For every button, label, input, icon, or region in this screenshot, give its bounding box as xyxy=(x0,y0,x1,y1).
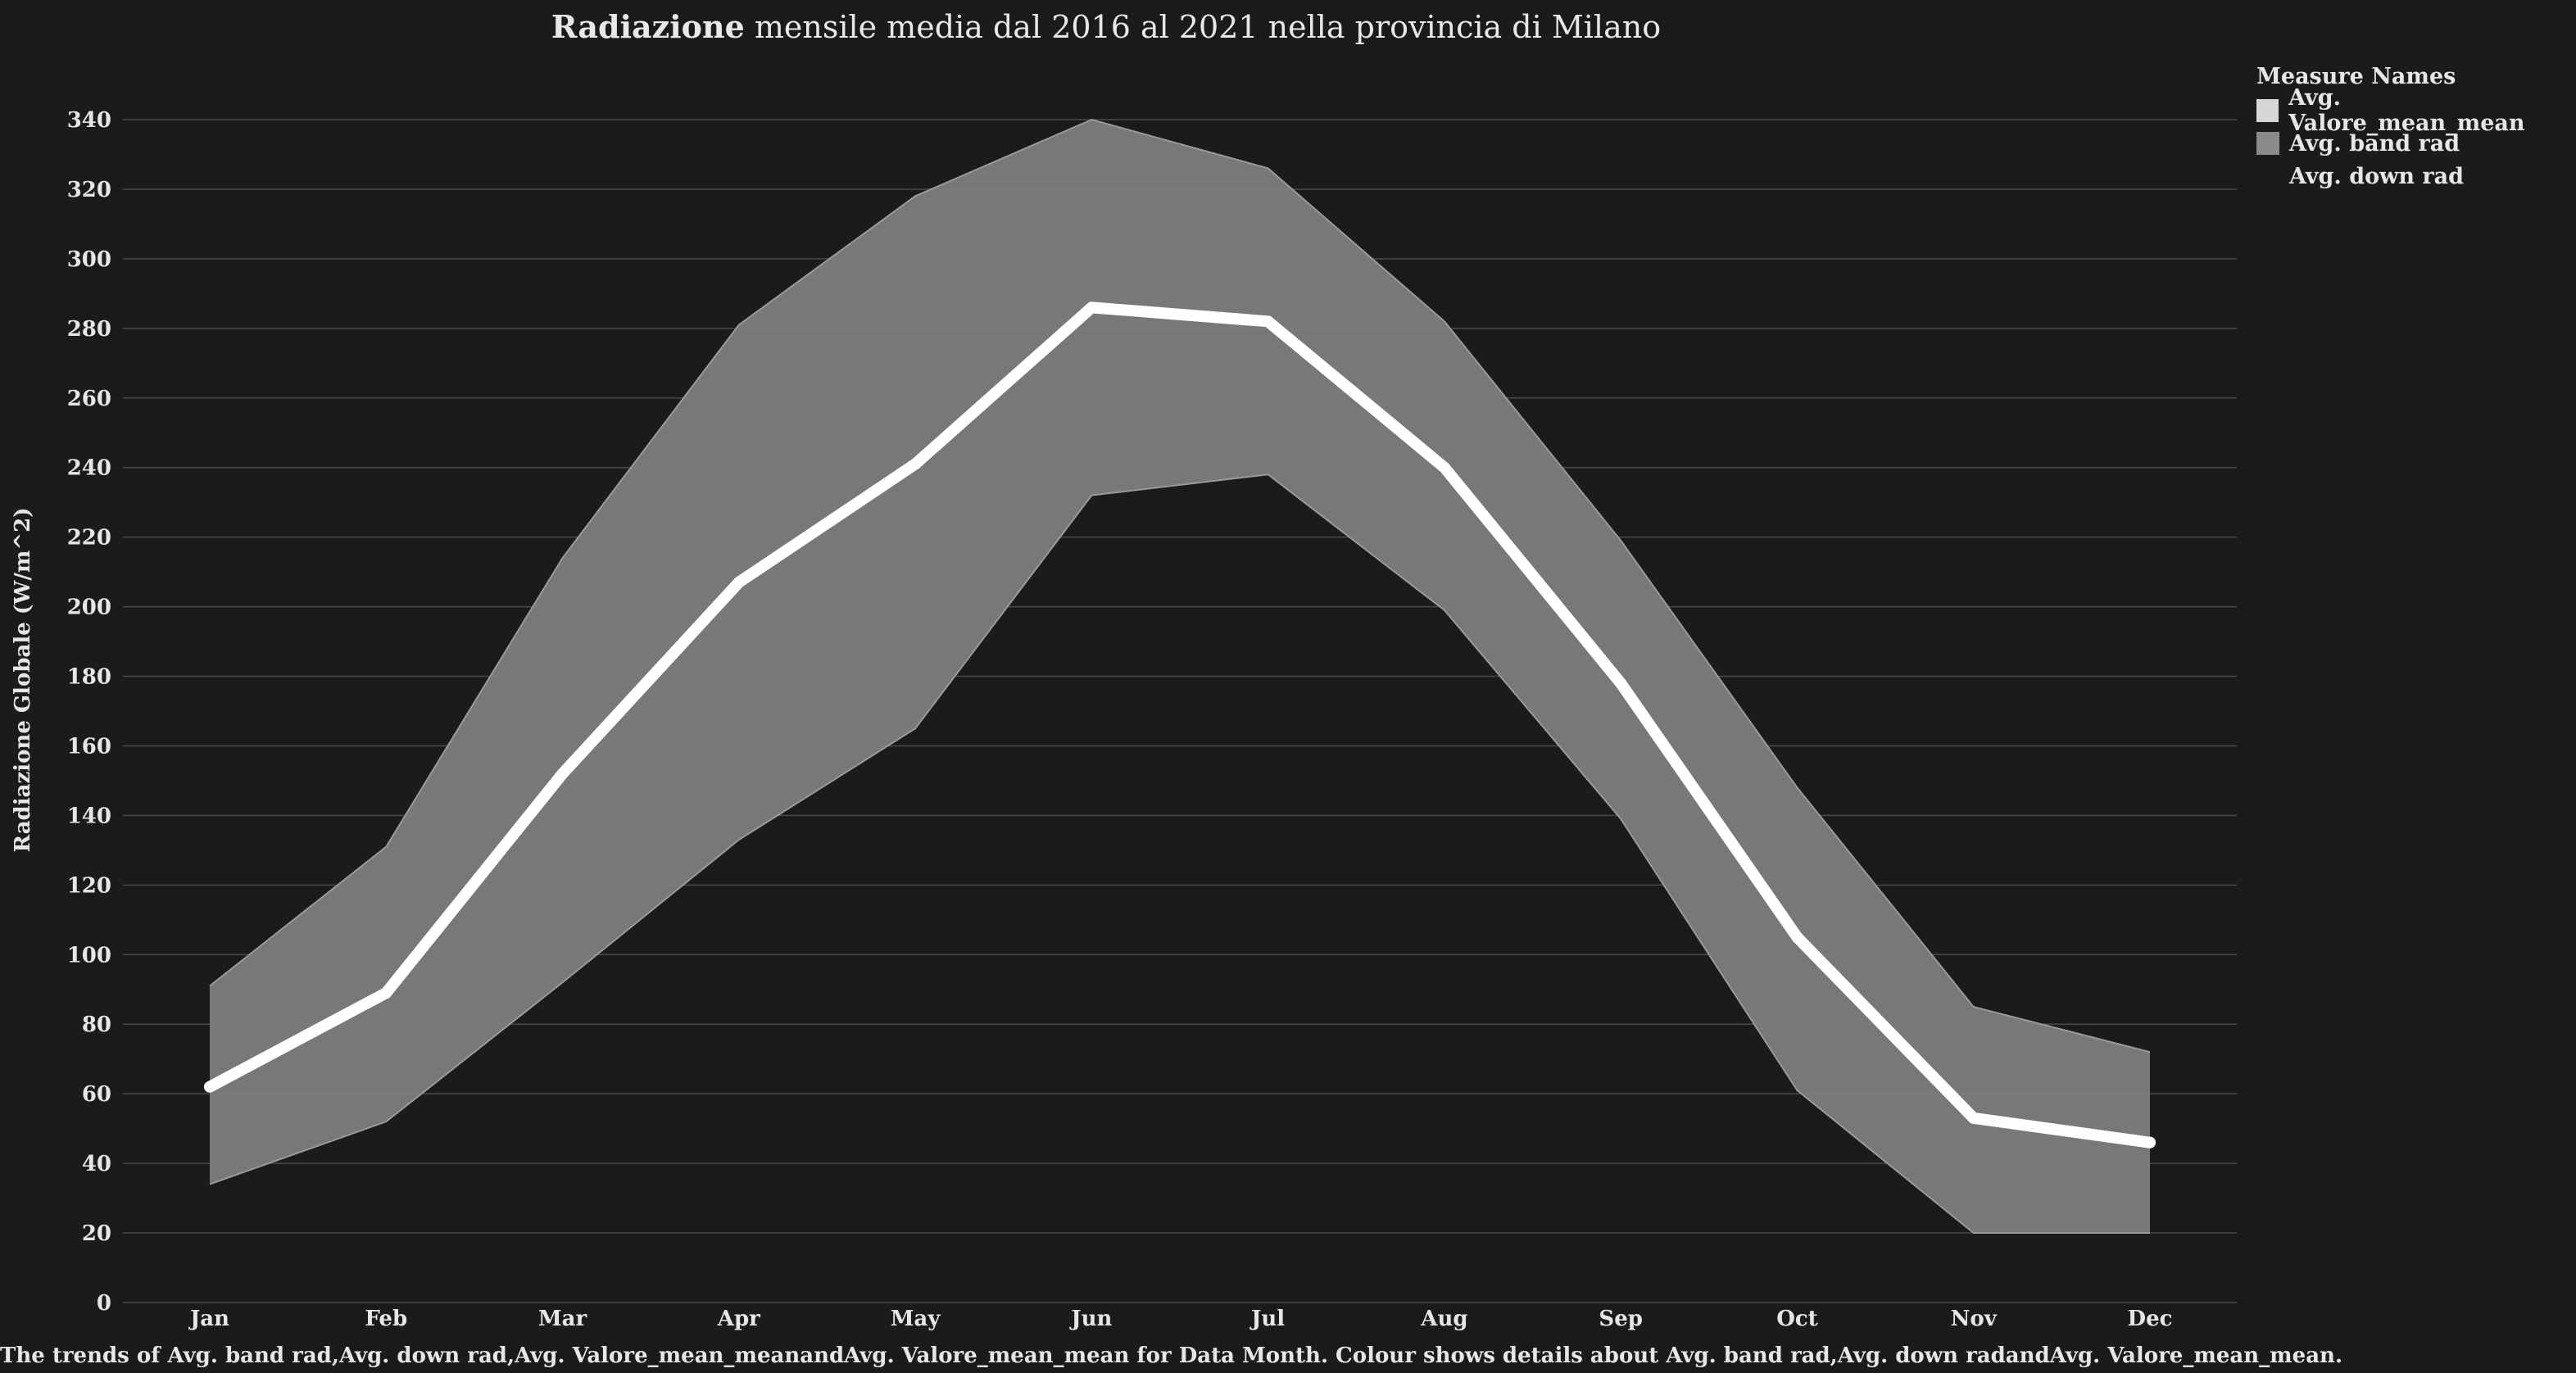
legend: Measure Names Avg. Valore_mean_mean Avg.… xyxy=(2256,64,2576,193)
y-tick-label: 40 xyxy=(82,1152,111,1176)
data-point[interactable] xyxy=(1967,1112,1980,1124)
data-point[interactable] xyxy=(204,1081,215,1093)
data-point[interactable] xyxy=(380,987,392,999)
x-tick-label: Feb xyxy=(365,1307,407,1331)
legend-item-band-rad[interactable]: Avg. band rad xyxy=(2256,127,2576,160)
legend-title: Measure Names xyxy=(2256,64,2456,89)
main-series-line xyxy=(204,301,2156,1149)
y-tick-label: 220 xyxy=(67,526,111,551)
x-tick-label: Nov xyxy=(1951,1307,1998,1331)
chart-title: Radiazione mensile media dal 2016 al 202… xyxy=(0,8,2212,45)
x-tick-label: Oct xyxy=(1776,1307,1818,1331)
legend-swatch-band-rad xyxy=(2256,132,2279,155)
band-fill xyxy=(210,120,2150,1234)
y-tick-label: 200 xyxy=(67,596,111,620)
y-tick-label: 320 xyxy=(67,178,111,202)
data-point[interactable] xyxy=(1086,301,1098,314)
legend-swatch-valore-mean xyxy=(2256,99,2279,122)
y-axis-label: Radiazione Globale (W/m^2) xyxy=(11,507,35,852)
data-point[interactable] xyxy=(1438,461,1450,474)
chart-title-bold: Radiazione xyxy=(551,8,745,45)
y-tick-label: 100 xyxy=(67,943,111,967)
y-tick-label: 20 xyxy=(82,1221,111,1246)
y-tick-label: 280 xyxy=(67,317,111,342)
x-tick-label: Dec xyxy=(2128,1307,2173,1331)
data-point[interactable] xyxy=(2144,1136,2156,1149)
legend-swatch-down-rad xyxy=(2256,165,2279,188)
data-point[interactable] xyxy=(1262,315,1274,328)
data-point[interactable] xyxy=(556,768,569,780)
data-point[interactable] xyxy=(1791,931,1803,944)
chart-title-rest: mensile media dal 2016 al 2021 nella pro… xyxy=(744,9,1662,45)
band-area xyxy=(209,118,2151,1235)
y-tick-label: 60 xyxy=(82,1082,111,1107)
x-tick-label: Mar xyxy=(538,1307,587,1331)
y-tick-label: 340 xyxy=(67,108,111,133)
legend-label-down-rad: Avg. down rad xyxy=(2289,163,2464,189)
x-axis-ticks: Jan Feb Mar Apr May Jun Jul Aug Sep Oct Nov Dec xyxy=(188,1307,2172,1331)
band-lower-edge xyxy=(209,474,2150,1235)
y-tick-label: 0 xyxy=(97,1291,111,1316)
legend-item-down-rad[interactable]: Avg. down rad xyxy=(2256,160,2576,193)
y-axis-ticks: 0 20 40 60 80 100 120 140 160 180 200 220 240 260 280 3… xyxy=(67,108,111,1316)
y-tick-label: 140 xyxy=(67,804,111,828)
y-tick-label: 240 xyxy=(67,456,111,481)
data-point[interactable] xyxy=(732,576,745,588)
x-tick-label: Jun xyxy=(1069,1307,1112,1331)
x-tick-label: May xyxy=(891,1307,941,1331)
series-line-valore-mean[interactable] xyxy=(204,301,2156,1149)
data-point[interactable] xyxy=(1615,677,1627,690)
x-tick-label: Jan xyxy=(188,1307,229,1331)
x-tick-label: Sep xyxy=(1599,1307,1643,1331)
y-tick-label: 260 xyxy=(67,387,111,411)
x-tick-label: Jul xyxy=(1249,1307,1285,1331)
legend-label-band-rad: Avg. band rad xyxy=(2289,130,2460,156)
x-tick-label: Aug xyxy=(1420,1307,1467,1331)
y-tick-label: 300 xyxy=(67,247,111,272)
y-tick-label: 120 xyxy=(67,873,111,898)
band-upper-edge xyxy=(209,118,2151,1054)
legend-item-valore-mean[interactable]: Avg. Valore_mean_mean xyxy=(2256,85,2576,136)
x-tick-label: Apr xyxy=(717,1307,760,1331)
data-point[interactable] xyxy=(909,458,922,470)
legend-label-valore-mean: Avg. Valore_mean_mean xyxy=(2288,85,2525,136)
y-tick-label: 180 xyxy=(67,665,111,690)
y-tick-label: 160 xyxy=(67,734,111,759)
chart-caption: The trends of Avg. band rad,Avg. down ra… xyxy=(0,1344,2342,1368)
y-tick-label: 80 xyxy=(82,1013,111,1037)
